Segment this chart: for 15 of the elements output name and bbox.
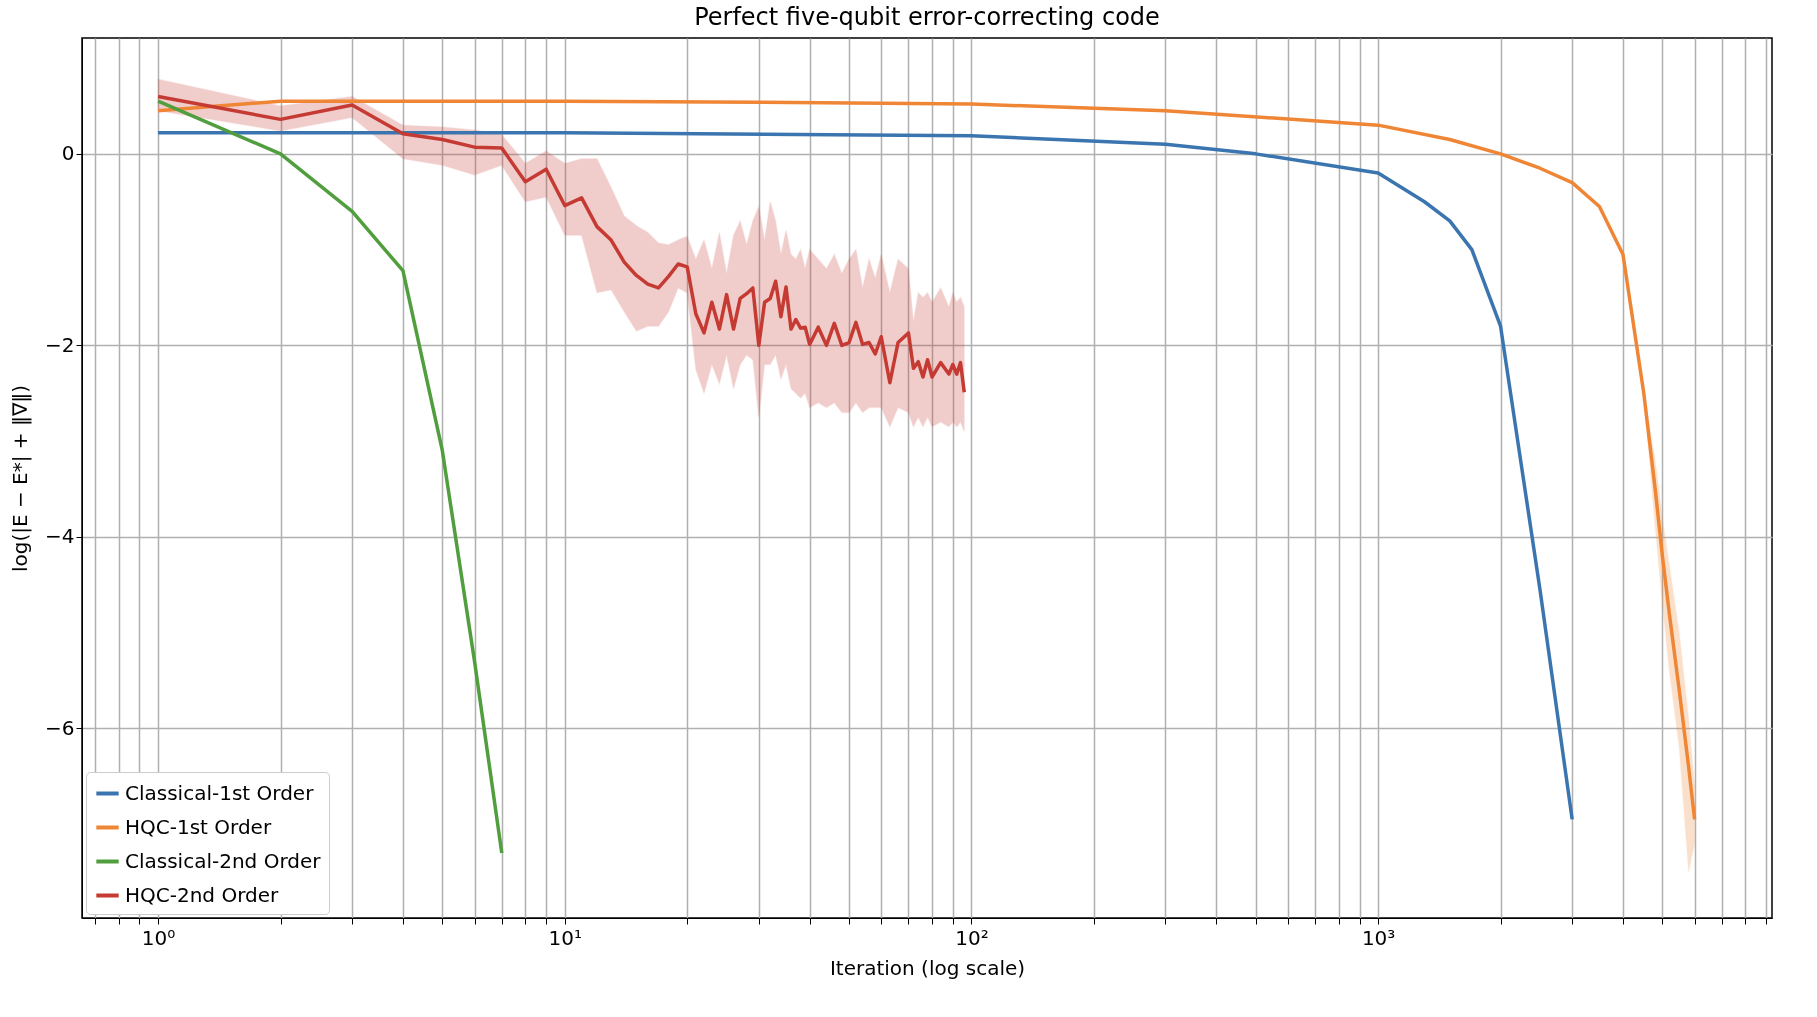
y-tick-label: −6 <box>45 715 75 740</box>
x-axis-title: Iteration (log scale) <box>829 955 1026 980</box>
y-tick-label: 0 <box>61 141 75 166</box>
y-tick-label: −4 <box>45 524 75 549</box>
legend-label: Classical-1st Order <box>125 780 315 805</box>
x-tick-label: 10¹ <box>548 925 582 950</box>
x-tick-label: 10³ <box>1361 925 1396 950</box>
y-tick-label: −2 <box>45 332 75 357</box>
x-tick-label: 10⁰ <box>141 925 176 950</box>
legend-label: HQC-2nd Order <box>125 882 280 907</box>
legend-label: HQC-1st Order <box>125 814 272 839</box>
chart-title: Perfect five-qubit error-correcting code <box>694 3 1160 31</box>
x-tick-label: 10² <box>955 925 989 950</box>
legend-label: Classical-2nd Order <box>125 848 322 873</box>
y-axis-title: log(|E − E*| + ‖∇‖) <box>8 384 33 573</box>
